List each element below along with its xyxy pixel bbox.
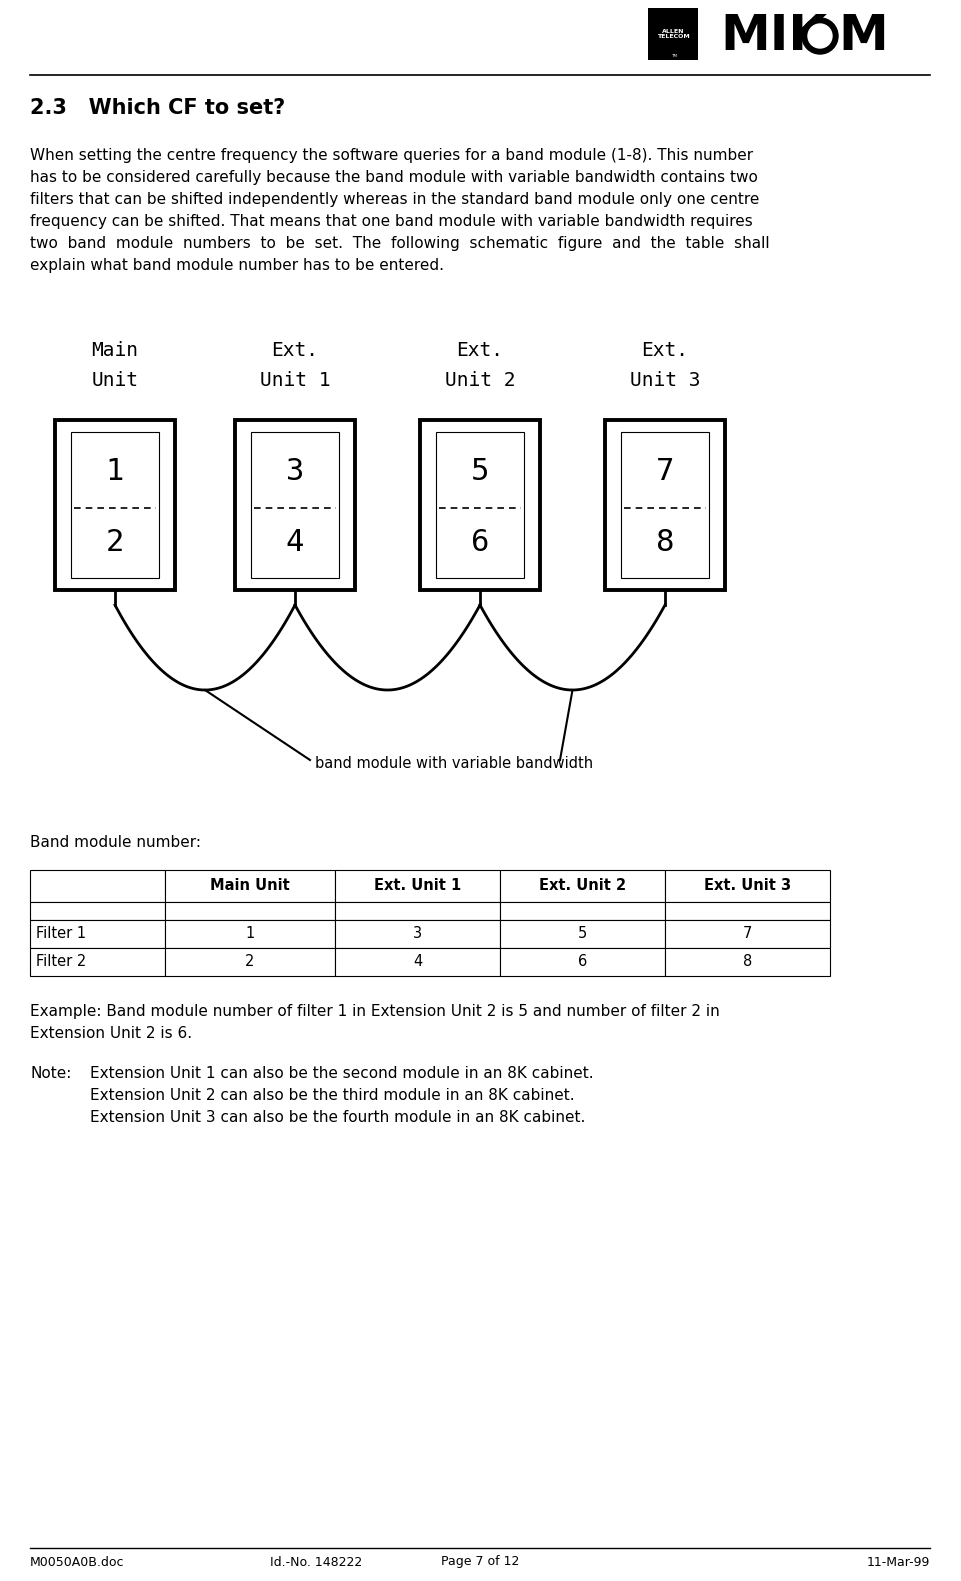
Text: filters that can be shifted independently whereas in the standard band module on: filters that can be shifted independentl… [30,191,759,207]
Text: Example: Band module number of filter 1 in Extension Unit 2 is 5 and number of f: Example: Band module number of filter 1 … [30,1004,720,1020]
Bar [71,432,159,579]
Bar [665,949,830,975]
Text: 3: 3 [285,457,305,485]
Text: Note:: Note: [30,1066,71,1081]
Text: 5: 5 [471,457,489,485]
Bar [420,421,540,590]
Text: 4: 4 [413,955,422,969]
Text: 4: 4 [285,528,305,558]
Text: Unit: Unit [91,372,138,391]
Text: has to be considered carefully because the band module with variable bandwidth c: has to be considered carefully because t… [30,171,758,185]
Bar [30,949,165,975]
Text: Filter 2: Filter 2 [36,955,86,969]
Text: 6: 6 [578,955,587,969]
Bar [436,432,524,579]
Text: Extension Unit 2 is 6.: Extension Unit 2 is 6. [30,1026,192,1040]
Bar [665,903,830,920]
Text: Ext.: Ext. [272,341,318,360]
Text: TM: TM [671,54,677,58]
Text: Filter 1: Filter 1 [36,926,86,942]
Text: When setting the centre frequency the software queries for a band module (1-8). : When setting the centre frequency the so… [30,149,753,163]
Text: 7: 7 [655,457,675,485]
Text: band module with variable bandwidth: band module with variable bandwidth [315,756,593,770]
Text: Band module number:: Band module number: [30,835,201,851]
Bar [335,920,500,949]
Text: 3: 3 [413,926,422,942]
Text: 2.3   Which CF to set?: 2.3 Which CF to set? [30,98,285,119]
Text: 7: 7 [743,926,752,942]
Text: M: M [838,13,888,60]
Text: Unit 1: Unit 1 [259,372,331,391]
Text: frequency can be shifted. That means that one band module with variable bandwidt: frequency can be shifted. That means tha… [30,213,752,229]
Bar [165,949,335,975]
Bar [30,870,165,903]
Bar [648,8,698,60]
Text: 5: 5 [578,926,587,942]
Circle shape [808,24,832,47]
Text: Main Unit: Main Unit [210,879,290,893]
Text: ALLEN
TELECOM: ALLEN TELECOM [656,28,689,40]
Text: Id.-No. 148222: Id.-No. 148222 [270,1556,362,1568]
Bar [165,870,335,903]
Bar [621,432,709,579]
Bar [335,870,500,903]
Text: Ext.: Ext. [456,341,504,360]
Bar [335,903,500,920]
Text: 2: 2 [106,528,124,558]
Bar [500,949,665,975]
Text: M0050A0B.doc: M0050A0B.doc [30,1556,125,1568]
Bar [165,920,335,949]
Bar [165,903,335,920]
Text: Ext. Unit 2: Ext. Unit 2 [539,879,626,893]
Bar [235,421,355,590]
Text: Ext. Unit 1: Ext. Unit 1 [374,879,461,893]
Circle shape [802,17,838,54]
Text: Unit 2: Unit 2 [445,372,515,391]
Text: 6: 6 [471,528,489,558]
Bar [665,920,830,949]
Bar [500,920,665,949]
Text: Extension Unit 3 can also be the fourth module in an 8K cabinet.: Extension Unit 3 can also be the fourth … [90,1110,585,1126]
Bar [30,903,165,920]
Text: Main: Main [91,341,138,360]
Text: 1: 1 [106,457,124,485]
Text: 1: 1 [245,926,255,942]
Bar [55,421,175,590]
Text: 8: 8 [655,528,675,558]
Bar [500,870,665,903]
Text: 8: 8 [743,955,752,969]
Text: Unit 3: Unit 3 [629,372,701,391]
Text: explain what band module number has to be entered.: explain what band module number has to b… [30,258,444,274]
Text: Extension Unit 1 can also be the second module in an 8K cabinet.: Extension Unit 1 can also be the second … [90,1066,594,1081]
Text: Ext. Unit 3: Ext. Unit 3 [704,879,791,893]
Text: 2: 2 [245,955,255,969]
Text: MIK: MIK [720,13,827,60]
Bar [335,949,500,975]
Bar [251,432,339,579]
Text: 11-Mar-99: 11-Mar-99 [867,1556,930,1568]
Text: Ext.: Ext. [642,341,688,360]
Bar [605,421,725,590]
Bar [665,870,830,903]
Text: Extension Unit 2 can also be the third module in an 8K cabinet.: Extension Unit 2 can also be the third m… [90,1088,575,1104]
Text: Page 7 of 12: Page 7 of 12 [441,1556,519,1568]
Text: two  band  module  numbers  to  be  set.  The  following  schematic  figure  and: two band module numbers to be set. The f… [30,236,770,251]
Bar [30,920,165,949]
Bar [500,903,665,920]
